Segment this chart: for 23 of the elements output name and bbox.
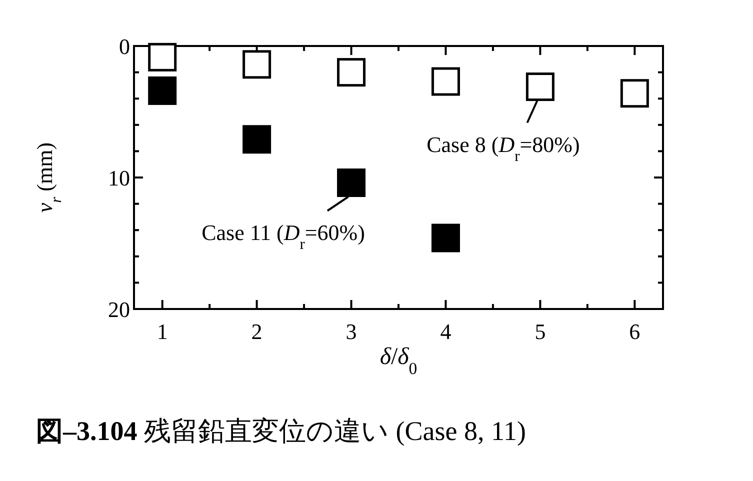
x-axis-title: δ/δ$_{0}$ xyxy=(380,344,418,378)
point xyxy=(337,58,366,87)
point xyxy=(148,76,177,105)
point xyxy=(431,67,460,96)
point xyxy=(148,42,177,72)
point xyxy=(431,224,460,252)
x-tick-label: 3 xyxy=(346,319,357,344)
x-tick-label: 5 xyxy=(534,319,546,344)
y-tick-label: 10 xyxy=(108,166,130,190)
y-tick-label: 20 xyxy=(108,297,130,322)
y-tick-label: 0 xyxy=(119,34,130,59)
text: 図–3.104 残留鉛直変位の違い (Case 8, 11) xyxy=(36,416,526,446)
point xyxy=(242,125,272,154)
x-tick-label: 2 xyxy=(251,319,262,344)
point xyxy=(620,79,649,108)
annotation: Case 8 (D$_{r}$=80%) xyxy=(426,132,580,164)
annotation: Case 11 (D$_{r}$=60%) xyxy=(202,220,365,252)
point xyxy=(526,72,554,102)
x-tick-label: 4 xyxy=(440,319,452,344)
x-tick-label: 6 xyxy=(629,319,640,344)
x-tick-label: 1 xyxy=(156,319,168,344)
point xyxy=(242,50,272,79)
point xyxy=(337,168,366,198)
